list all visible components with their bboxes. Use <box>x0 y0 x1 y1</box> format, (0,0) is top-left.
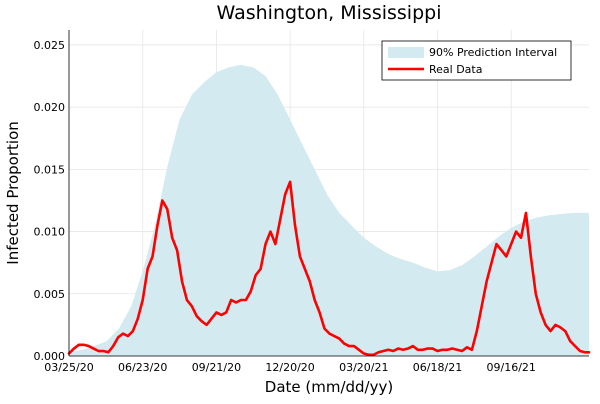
y-tick-label: 0.015 <box>34 163 66 176</box>
y-tick-label: 0.005 <box>34 288 66 301</box>
y-tick-label: 0.000 <box>34 350 66 363</box>
x-tick-label: 09/16/21 <box>487 361 536 374</box>
x-tick-labels: 03/25/20 06/23/20 09/21/20 12/20/20 03/20/21… <box>44 361 536 374</box>
x-tick-label: 03/25/20 <box>44 361 93 374</box>
legend-line-label: Real Data <box>429 63 482 76</box>
x-tick-label: 12/20/20 <box>265 361 314 374</box>
y-tick-labels: 0.000 0.005 0.010 0.015 0.020 0.025 <box>34 39 66 363</box>
legend: 90% Prediction Interval Real Data <box>381 40 572 81</box>
y-tick-label: 0.010 <box>34 226 66 239</box>
x-tick-label: 06/23/20 <box>118 361 167 374</box>
x-tick-label: 09/21/20 <box>192 361 241 374</box>
legend-box <box>381 40 572 81</box>
legend-band-label: 90% Prediction Interval <box>429 46 557 59</box>
x-tick-label: 06/18/21 <box>413 361 462 374</box>
x-tick-label: 03/20/21 <box>339 361 388 374</box>
x-axis-label: Date (mm/dd/yy) <box>265 378 393 396</box>
legend-band-swatch <box>388 47 424 58</box>
prediction-interval-band <box>69 64 589 356</box>
prediction-interval-area <box>69 64 589 356</box>
real-data-series <box>67 180 591 357</box>
chart-title: Washington, Mississippi <box>217 2 442 24</box>
y-tick-label: 0.020 <box>34 101 66 114</box>
y-axis-label: Infected Proportion <box>4 121 22 264</box>
real-data-line <box>67 180 591 357</box>
y-tick-label: 0.025 <box>34 39 66 52</box>
